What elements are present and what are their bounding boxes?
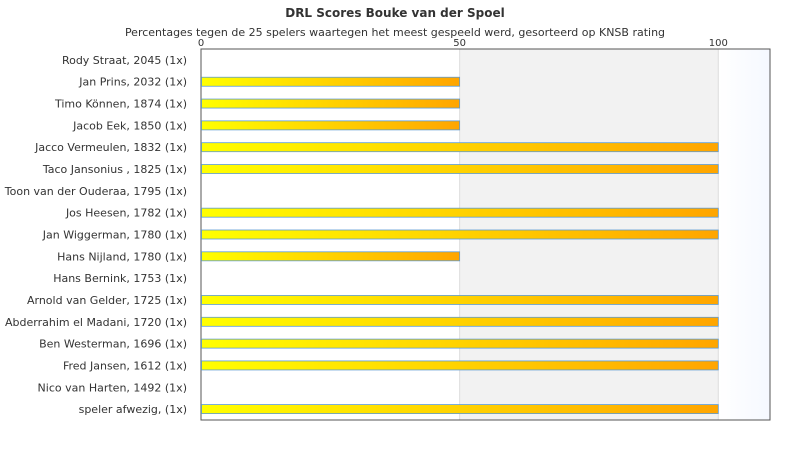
bar [201, 316, 719, 327]
chart-title: DRL Scores Bouke van der Spoel [285, 6, 505, 20]
bar [201, 295, 719, 305]
category-label: Fred Jansen, 1612 (1x) [63, 359, 187, 372]
category-label: Nico van Harten, 1492 (1x) [38, 381, 187, 394]
category-label: Taco Jansonius , 1825 (1x) [42, 163, 187, 176]
category-label: Jos Heesen, 1782 (1x) [65, 207, 187, 220]
category-label: Hans Bernink, 1753 (1x) [53, 272, 187, 285]
bar [201, 207, 719, 218]
bar [201, 404, 719, 414]
category-label: Jan Prins, 2032 (1x) [78, 76, 187, 89]
bar [201, 229, 719, 240]
category-label: speler afwezig, (1x) [79, 403, 187, 416]
category-label: Jan Wiggerman, 1780 (1x) [42, 229, 187, 242]
bar [201, 338, 719, 349]
bar [201, 120, 461, 131]
x-tick-label-100: 100 [709, 38, 728, 49]
plot-area: 0 50 100 Rody Straat, 2045 (1x) Jan Prins, 2… [4, 38, 771, 421]
bar [201, 142, 719, 153]
category-label: Hans Nijland, 1780 (1x) [57, 250, 187, 263]
category-label: Rody Straat, 2045 (1x) [62, 54, 187, 67]
category-label: Jacob Eek, 1850 (1x) [72, 119, 187, 132]
bar [201, 251, 461, 262]
category-label: Toon van der Ouderaa, 1795 (1x) [4, 185, 187, 198]
category-label: Ben Westerman, 1696 (1x) [39, 338, 187, 351]
bar [201, 164, 719, 174]
chart-subtitle: Percentages tegen de 25 spelers waartege… [125, 26, 665, 39]
plot-band-100-end [718, 49, 770, 420]
category-label: Abderrahim el Madani, 1720 (1x) [5, 316, 187, 329]
bar [201, 360, 719, 371]
category-label: Jacco Vermeulen, 1832 (1x) [34, 141, 187, 154]
bar [201, 98, 461, 109]
x-tick-label-50: 50 [453, 38, 466, 49]
category-label: Arnold van Gelder, 1725 (1x) [27, 294, 187, 307]
category-label: Timo Können, 1874 (1x) [54, 98, 187, 111]
x-tick-label-0: 0 [198, 38, 204, 49]
bar [201, 76, 461, 87]
plot-frame [200, 48, 771, 421]
